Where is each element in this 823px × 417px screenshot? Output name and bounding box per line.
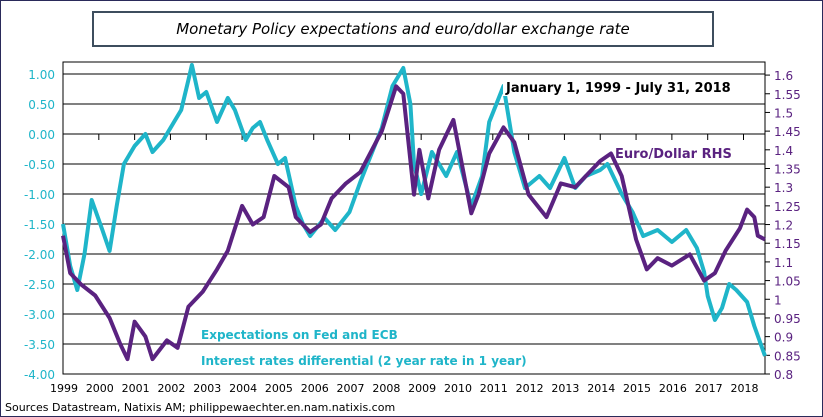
source-note: Sources Datastream, Natixis AM; philippe… bbox=[5, 401, 396, 414]
right-tick-label: 1.35 bbox=[774, 162, 801, 176]
right-tick-label: 1.4 bbox=[774, 144, 793, 158]
cyan-label-2: Interest rates differential (2 year rate… bbox=[201, 354, 527, 368]
right-tick-label: 1.2 bbox=[774, 219, 793, 233]
right-tick-label: 0.85 bbox=[774, 349, 801, 363]
x-tick-label: 2016 bbox=[659, 382, 687, 395]
x-tick-label: 2003 bbox=[193, 382, 221, 395]
left-tick-label: -1.00 bbox=[24, 188, 55, 202]
plot-frame bbox=[62, 61, 766, 375]
cyan-label-1: Expectations on Fed and ECB bbox=[201, 328, 398, 342]
x-tick-label: 2001 bbox=[122, 382, 150, 395]
euro-dollar-label: Euro/Dollar RHS bbox=[615, 147, 732, 162]
x-tick-label: 2002 bbox=[157, 382, 185, 395]
right-tick-label: 0.9 bbox=[774, 331, 793, 345]
right-tick-label: 1.1 bbox=[774, 256, 793, 270]
left-tick-label: 0.50 bbox=[28, 98, 55, 112]
right-tick-label: 1 bbox=[774, 293, 782, 307]
right-tick-label: 1.3 bbox=[774, 181, 793, 195]
x-tick-label: 2008 bbox=[372, 382, 400, 395]
left-tick-label: 1.00 bbox=[28, 68, 55, 82]
x-tick-label: 2015 bbox=[623, 382, 651, 395]
right-tick-label: 1.45 bbox=[774, 125, 801, 139]
chart-title-box: Monetary Policy expectations and euro/do… bbox=[92, 11, 714, 47]
x-tick-label: 2005 bbox=[265, 382, 293, 395]
left-tick-label: -4.00 bbox=[24, 368, 55, 382]
right-tick-label: 0.95 bbox=[774, 312, 801, 326]
left-tick-label: -0.50 bbox=[24, 158, 55, 172]
annotation-bg bbox=[503, 76, 759, 96]
x-tick-label: 2000 bbox=[86, 382, 114, 395]
series-line-euro-dollar bbox=[61, 84, 766, 362]
chart-title: Monetary Policy expectations and euro/do… bbox=[176, 20, 630, 38]
series-line-rate-differential bbox=[61, 63, 767, 357]
right-tick-label: 1.55 bbox=[774, 88, 801, 102]
right-tick-label: 1.15 bbox=[774, 237, 801, 251]
x-tick-label: 2014 bbox=[587, 382, 615, 395]
x-tick-label: 2010 bbox=[444, 382, 472, 395]
x-tick-label: 1999 bbox=[50, 382, 78, 395]
period-label: January 1, 1999 - July 31, 2018 bbox=[505, 81, 731, 96]
right-tick-label: 1.05 bbox=[774, 275, 801, 289]
x-tick-label: 2018 bbox=[731, 382, 759, 395]
right-tick-label: 1.5 bbox=[774, 106, 793, 120]
left-tick-label: -3.50 bbox=[24, 338, 55, 352]
left-tick-label: -2.50 bbox=[24, 278, 55, 292]
x-tick-label: 2013 bbox=[551, 382, 579, 395]
left-tick-label: -3.00 bbox=[24, 308, 55, 322]
left-tick-label: -1.50 bbox=[24, 218, 55, 232]
x-tick-label: 2006 bbox=[301, 382, 329, 395]
x-tick-label: 2004 bbox=[229, 382, 257, 395]
x-tick-label: 2017 bbox=[695, 382, 723, 395]
x-tick-label: 2009 bbox=[408, 382, 436, 395]
right-tick-label: 0.8 bbox=[774, 368, 793, 382]
left-tick-label: -2.00 bbox=[24, 248, 55, 262]
left-tick-label: 0.00 bbox=[28, 128, 55, 142]
x-tick-label: 2007 bbox=[337, 382, 365, 395]
x-tick-label: 2012 bbox=[516, 382, 544, 395]
right-tick-label: 1.25 bbox=[774, 200, 801, 214]
right-tick-label: 1.6 bbox=[774, 69, 793, 83]
x-tick-label: 2011 bbox=[480, 382, 508, 395]
